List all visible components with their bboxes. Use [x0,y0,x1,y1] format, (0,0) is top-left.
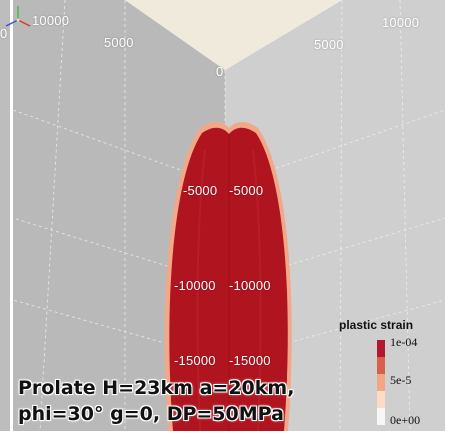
plastic-strain-plume [164,121,292,432]
caption-line-1: Prolate H=23km a=20km, [18,377,295,399]
legend-label-min: 0e+00 [390,413,421,427]
tick-depth-right: -15000 [229,353,271,368]
right-margin [445,0,456,437]
top-face [125,0,342,70]
tick-depth-right: -5000 [229,183,264,198]
legend-color-bar [377,340,385,425]
legend-label-max: 1e-04 [390,335,418,349]
caption-line-2: phi=30° g=0, DP=50MPa [18,403,284,425]
legend-label-mid: 5e-5 [390,373,412,387]
tick-depth-left: -15000 [174,353,216,368]
tick-depth-left: -10000 [174,278,216,293]
tick-depth-left: -5000 [183,183,218,198]
tick-top-left-inner: 5000 [104,35,134,50]
orientation-axes-icon [5,6,31,27]
tick-top-right-inner: 5000 [314,37,344,52]
tick-corner-zero: 0 [216,64,224,79]
left-panel-sliver [0,0,10,437]
tick-depth-right: -10000 [229,278,271,293]
legend-title: plastic strain [339,318,414,332]
bottom-margin [0,431,456,437]
tick-left-edge-fragment: 0 [0,26,8,41]
panel-separator [10,0,13,437]
tick-top-left-outer: 10000 [32,13,70,28]
tick-top-right-outer: 10000 [382,15,420,30]
